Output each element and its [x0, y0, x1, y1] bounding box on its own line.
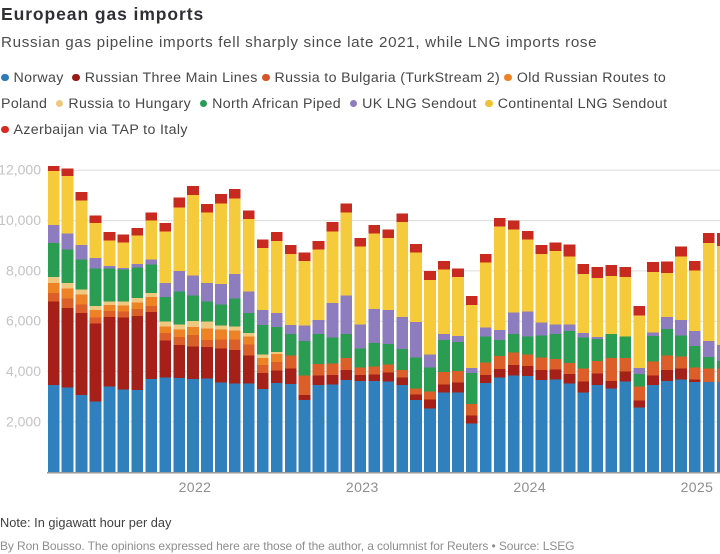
svg-text:2022: 2022 [179, 479, 212, 495]
svg-text:2025: 2025 [681, 479, 714, 495]
svg-text:10,000: 10,000 [0, 212, 41, 228]
svg-text:2,000: 2,000 [6, 413, 41, 429]
svg-text:2023: 2023 [346, 479, 379, 495]
svg-text:6,000: 6,000 [6, 313, 41, 329]
svg-text:4,000: 4,000 [6, 363, 41, 379]
svg-text:12,000: 12,000 [0, 162, 41, 178]
svg-text:2024: 2024 [513, 479, 546, 495]
svg-text:8,000: 8,000 [6, 262, 41, 278]
